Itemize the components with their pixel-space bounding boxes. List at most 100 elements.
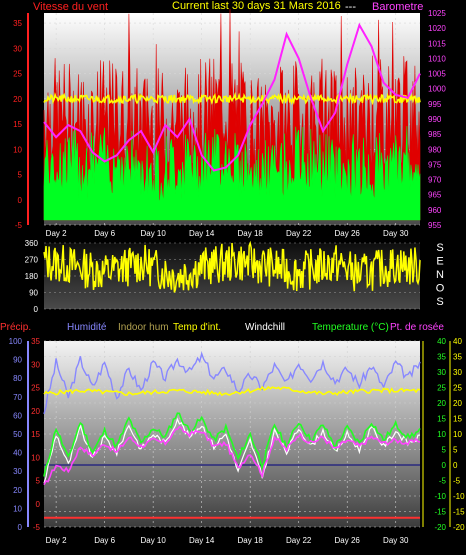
x-tick-label: Day 14 bbox=[189, 229, 215, 238]
y-tick-label: 25 bbox=[31, 384, 40, 393]
y-tick-label: 25 bbox=[437, 384, 446, 393]
y-tick-label: -10 bbox=[434, 492, 446, 501]
x-tick-label: Day 26 bbox=[335, 229, 361, 238]
y-tick-label: -5 bbox=[453, 477, 461, 486]
barometer-y-axis: 1025 1020 1015 1010 1005 1000 995 990 985 980 975 9… bbox=[428, 9, 446, 230]
x-tick-label: Day 30 bbox=[383, 229, 409, 238]
direction-average-line bbox=[43, 92, 421, 106]
y-tick-label: 0 bbox=[453, 461, 458, 470]
wind-speed-label: Vitesse du vent bbox=[33, 1, 108, 13]
y-tick-label: 995 bbox=[428, 100, 442, 109]
y-tick-label: 1010 bbox=[428, 54, 446, 63]
y-tick-label: 25 bbox=[453, 384, 462, 393]
precip-y-axis: 35 30 25 20 15 10 5 0 -5 bbox=[31, 337, 40, 532]
y-tick-label: -20 bbox=[453, 523, 465, 532]
legend-entry: Indoor hum bbox=[118, 322, 169, 333]
x-tick-label: Day 2 bbox=[46, 536, 67, 545]
x-tick-label: Day 26 bbox=[335, 536, 361, 545]
y-tick-label: 10 bbox=[437, 430, 446, 439]
y-tick-label: 35 bbox=[31, 337, 40, 346]
x-tick-label: Day 18 bbox=[238, 229, 264, 238]
y-tick-label: 30 bbox=[13, 467, 22, 476]
windchill-line bbox=[43, 417, 421, 484]
y-tick-label: 990 bbox=[428, 115, 442, 124]
y-tick-label: 30 bbox=[13, 44, 22, 53]
temperature-line bbox=[43, 412, 421, 477]
y-tick-label: 35 bbox=[437, 353, 446, 362]
wind-direction-line bbox=[43, 240, 421, 293]
dew-point-line bbox=[43, 425, 421, 486]
y-tick-label: 1015 bbox=[428, 39, 446, 48]
y-tick-label: -10 bbox=[453, 492, 465, 501]
y-tick-label: 35 bbox=[13, 19, 22, 28]
humidity-line bbox=[43, 351, 421, 415]
x-tick-label: Day 18 bbox=[238, 536, 264, 545]
y-tick-label: 0 bbox=[18, 523, 23, 532]
y-tick-label: 1020 bbox=[428, 24, 446, 33]
compass-letter: S bbox=[436, 242, 443, 254]
y-tick-label: 30 bbox=[453, 368, 462, 377]
y-tick-label: 270 bbox=[25, 256, 39, 265]
y-tick-label: 965 bbox=[428, 191, 442, 200]
y-tick-label: 15 bbox=[13, 120, 22, 129]
y-tick-label: 20 bbox=[453, 399, 462, 408]
y-tick-label: 980 bbox=[428, 145, 442, 154]
y-tick-label: -15 bbox=[434, 508, 446, 517]
legend-entry: Humidité bbox=[67, 322, 107, 333]
y-tick-label: 25 bbox=[13, 70, 22, 79]
y-tick-label: 80 bbox=[13, 374, 22, 383]
barometer-line bbox=[43, 22, 421, 172]
compass-letter: S bbox=[436, 296, 443, 308]
legend-entry: Précip. bbox=[0, 322, 31, 333]
y-tick-label: 35 bbox=[453, 353, 462, 362]
y-tick-label: -5 bbox=[33, 523, 41, 532]
y-tick-label: 975 bbox=[428, 160, 442, 169]
legend-entry: Temp d'int. bbox=[173, 322, 221, 333]
y-tick-label: 10 bbox=[453, 430, 462, 439]
y-tick-label: 1025 bbox=[428, 9, 446, 18]
y-tick-label: 5 bbox=[453, 446, 458, 455]
y-tick-label: 40 bbox=[437, 337, 446, 346]
y-tick-label: 1000 bbox=[428, 85, 446, 94]
legend-entry: Temperature (°C) bbox=[312, 322, 389, 333]
y-tick-label: -5 bbox=[15, 221, 23, 230]
y-tick-label: 985 bbox=[428, 130, 442, 139]
y-tick-label: 955 bbox=[428, 221, 442, 230]
y-tick-label: 180 bbox=[25, 272, 39, 281]
y-tick-label: 0 bbox=[18, 196, 23, 205]
direction-series bbox=[43, 240, 421, 293]
wind-series bbox=[43, 8, 421, 221]
y-tick-label: -15 bbox=[453, 508, 465, 517]
y-tick-label: 30 bbox=[31, 360, 40, 369]
y-tick-label: 70 bbox=[13, 393, 22, 402]
compass-letter: E bbox=[436, 256, 443, 268]
y-tick-label: 40 bbox=[13, 449, 22, 458]
x-tick-label: Day 30 bbox=[383, 536, 409, 545]
y-tick-label: 970 bbox=[428, 176, 442, 185]
y-tick-label: 20 bbox=[13, 95, 22, 104]
y-tick-label: 20 bbox=[31, 407, 40, 416]
y-tick-label: 40 bbox=[453, 337, 462, 346]
title-separator: --- bbox=[345, 1, 356, 13]
y-tick-label: 100 bbox=[9, 337, 23, 346]
y-tick-label: 0 bbox=[36, 500, 41, 509]
wind-y-axis: 35 30 25 20 15 10 5 0 -5 bbox=[13, 13, 29, 230]
y-tick-label: 60 bbox=[13, 411, 22, 420]
y-tick-label: 20 bbox=[437, 399, 446, 408]
x-tick-label: Day 14 bbox=[189, 536, 215, 545]
y-tick-label: 0 bbox=[34, 305, 39, 314]
y-tick-label: 1005 bbox=[428, 70, 446, 79]
y-tick-label: -20 bbox=[434, 523, 446, 532]
y-tick-label: 10 bbox=[31, 453, 40, 462]
y-tick-label: 10 bbox=[13, 145, 22, 154]
y-tick-label: 5 bbox=[36, 477, 41, 486]
barometer-label: Barometre bbox=[372, 1, 423, 13]
y-tick-label: 20 bbox=[13, 486, 22, 495]
y-tick-label: 15 bbox=[31, 430, 40, 439]
y-tick-label: 15 bbox=[453, 415, 462, 424]
temperature-legend: Précip. Humidité Indoor hum Temp d'int. Wind… bbox=[0, 322, 444, 333]
y-tick-label: 90 bbox=[29, 289, 38, 298]
x-tick-label: Day 10 bbox=[140, 229, 166, 238]
